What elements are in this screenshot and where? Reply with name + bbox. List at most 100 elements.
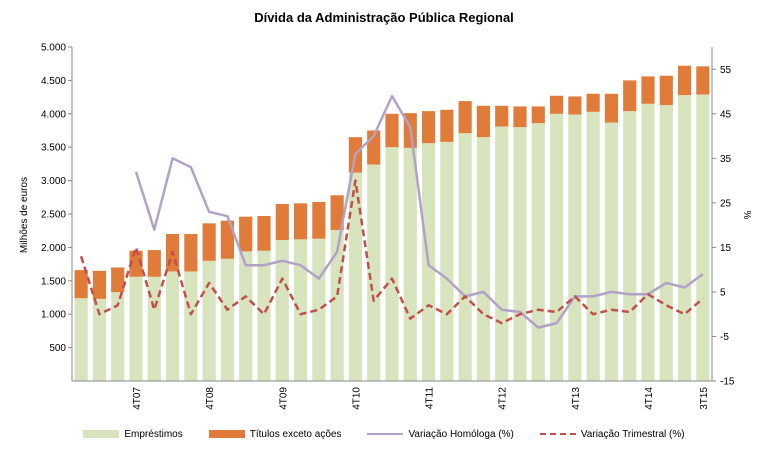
bar-emprestimos bbox=[531, 123, 545, 381]
x-tick-label: 4T14 bbox=[644, 387, 655, 410]
y-tick-label: 500 bbox=[49, 343, 66, 354]
bar-titulos bbox=[549, 95, 564, 114]
y-tick-label: 2.000 bbox=[41, 243, 66, 254]
bar-emprestimos bbox=[220, 258, 235, 381]
y-tick-label: 5.000 bbox=[41, 43, 66, 54]
bar-titulos bbox=[586, 93, 600, 112]
bar-titulos bbox=[531, 106, 545, 124]
bar-emprestimos bbox=[495, 126, 509, 381]
legend-label-titulos: Títulos exceto ações bbox=[249, 428, 342, 440]
bar-titulos bbox=[312, 201, 326, 239]
bar-emprestimos bbox=[403, 147, 417, 381]
bar-titulos bbox=[330, 195, 344, 231]
legend-item-emprestimos: Empréstimos bbox=[83, 428, 183, 440]
bar-titulos bbox=[184, 234, 198, 272]
bar-titulos bbox=[604, 93, 619, 123]
bar-titulos bbox=[421, 111, 436, 144]
bar-titulos bbox=[92, 270, 107, 299]
bar-emprestimos bbox=[74, 298, 88, 381]
bar-emprestimos bbox=[385, 147, 399, 381]
bar-emprestimos bbox=[440, 141, 454, 381]
bar-layer bbox=[74, 65, 710, 382]
bar-titulos bbox=[677, 65, 692, 96]
y2-tick-label: 25 bbox=[720, 198, 732, 209]
bar-emprestimos bbox=[677, 95, 692, 381]
bar-emprestimos bbox=[184, 271, 198, 381]
y-tick-label: 1.000 bbox=[41, 310, 66, 321]
bar-titulos bbox=[476, 105, 491, 138]
bar-emprestimos bbox=[202, 260, 216, 381]
y2-tick-label: 35 bbox=[720, 154, 732, 165]
y-tick-label: 4.500 bbox=[41, 76, 66, 87]
x-tick-label: 4T08 bbox=[205, 387, 216, 410]
bar-emprestimos bbox=[239, 251, 253, 381]
legend-swatch-trimestral bbox=[539, 433, 576, 435]
bar-emprestimos bbox=[604, 122, 619, 381]
legend: Empréstimos Títulos exceto ações Variaçã… bbox=[0, 426, 768, 442]
bar-emprestimos bbox=[659, 105, 673, 381]
bar-emprestimos bbox=[348, 172, 363, 381]
x-tick-label: 4T11 bbox=[425, 387, 436, 409]
x-tick-label: 4T07 bbox=[132, 387, 143, 410]
legend-swatch-homologa bbox=[367, 433, 404, 435]
y-tick-label: 3.500 bbox=[41, 143, 66, 154]
bar-titulos bbox=[257, 216, 271, 251]
y2-tick-label: 45 bbox=[720, 109, 732, 120]
bar-emprestimos bbox=[129, 276, 143, 381]
x-tick-label: 3T15 bbox=[699, 387, 710, 410]
bar-emprestimos bbox=[257, 250, 271, 381]
bar-titulos bbox=[696, 66, 710, 95]
bar-titulos bbox=[202, 223, 216, 261]
bar-emprestimos bbox=[458, 133, 472, 381]
bar-emprestimos bbox=[275, 240, 289, 381]
bar-titulos bbox=[129, 250, 143, 277]
x-tick-label: 4T12 bbox=[498, 387, 509, 410]
x-tick-label: 4T09 bbox=[278, 387, 289, 410]
bar-emprestimos bbox=[92, 298, 107, 381]
line-layer bbox=[79, 94, 704, 329]
legend-swatch-emprestimos bbox=[83, 430, 120, 438]
y2-tick-label: 15 bbox=[720, 243, 732, 254]
y2-tick-label: 5 bbox=[720, 287, 726, 298]
bar-emprestimos bbox=[476, 137, 491, 381]
y-tick-label: 2.500 bbox=[41, 210, 66, 221]
legend-item-trimestral: Variação Trimestral (%) bbox=[539, 429, 685, 440]
y2-tick-label: -5 bbox=[720, 332, 729, 343]
bar-titulos bbox=[275, 203, 289, 241]
y-tick-label: 1.500 bbox=[41, 276, 66, 287]
y2-tick-label: 55 bbox=[720, 65, 732, 76]
bar-titulos bbox=[458, 101, 472, 134]
bar-emprestimos bbox=[549, 113, 564, 382]
bar-titulos bbox=[513, 106, 527, 128]
bar-titulos bbox=[568, 96, 582, 115]
bar-emprestimos bbox=[293, 239, 308, 381]
bar-emprestimos bbox=[367, 164, 381, 381]
x-tick-label: 4T13 bbox=[571, 387, 582, 410]
bar-emprestimos bbox=[623, 111, 637, 382]
bar-emprestimos bbox=[111, 292, 125, 381]
line-variacao-trimestral bbox=[79, 179, 704, 325]
bar-emprestimos bbox=[696, 94, 710, 381]
bar-titulos bbox=[440, 109, 454, 142]
y-axis-title: Milhões de euros bbox=[19, 177, 30, 253]
legend-label-emprestimos: Empréstimos bbox=[124, 428, 183, 440]
bar-titulos bbox=[495, 105, 509, 127]
line-variacao-homologa bbox=[134, 94, 704, 329]
chart-title: Dívida da Administração Pública Regional bbox=[254, 10, 514, 25]
x-tick-label: 4T10 bbox=[351, 387, 362, 410]
bar-titulos bbox=[239, 216, 253, 252]
y-tick-label: 3.000 bbox=[41, 176, 66, 187]
legend-label-homologa: Variação Homóloga (%) bbox=[408, 428, 514, 440]
bar-titulos bbox=[641, 76, 655, 104]
y2-axis-title: % bbox=[741, 211, 752, 220]
axis-layer: 500 1.000 1.500 2.000 2.500 3.000 3.500 4.000 4.… bbox=[41, 43, 735, 410]
bar-titulos bbox=[659, 75, 673, 106]
y2-tick-label: -15 bbox=[720, 377, 735, 388]
bar-emprestimos bbox=[641, 103, 655, 381]
y-tick-label: 4.000 bbox=[41, 109, 66, 120]
bar-emprestimos bbox=[568, 114, 582, 381]
legend-item-homologa: Variação Homóloga (%) bbox=[367, 428, 514, 440]
bar-titulos bbox=[220, 220, 235, 259]
legend-swatch-titulos bbox=[208, 430, 245, 438]
